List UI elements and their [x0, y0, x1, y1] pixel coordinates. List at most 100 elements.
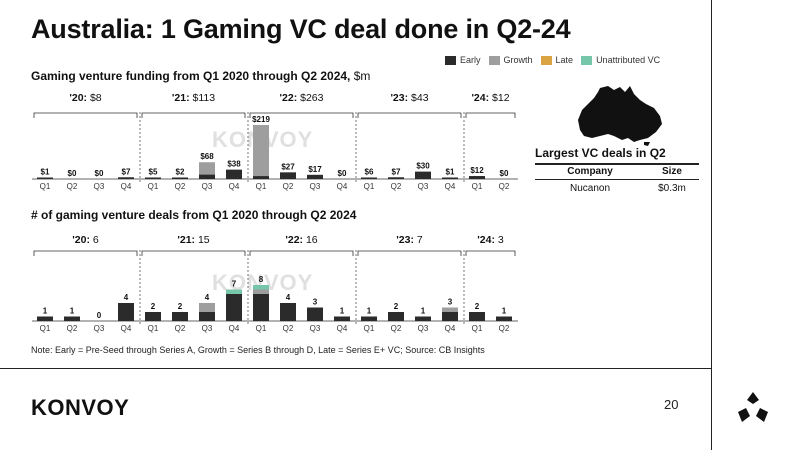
x-tick-label: Q4 [229, 324, 240, 333]
bar-segment-early [37, 177, 53, 179]
x-tick-label: Q2 [283, 182, 294, 191]
konvoy-mark-icon [738, 392, 768, 422]
year-total: $113 [193, 92, 216, 104]
year-total: 15 [198, 234, 210, 246]
x-tick-label: Q3 [94, 182, 105, 191]
bar-segment-early [37, 316, 53, 321]
bar-segment-early [361, 177, 377, 179]
year-label: '23: [396, 234, 417, 246]
footnote: Note: Early = Pre-Seed through Series A,… [31, 345, 485, 355]
year-label: '21: [177, 234, 198, 246]
x-tick-label: Q4 [337, 182, 348, 191]
year-label: '20: [72, 234, 93, 246]
year-bracket [33, 112, 138, 118]
data-label: 1 [43, 307, 48, 316]
legend-swatch-late [540, 55, 552, 65]
x-tick-label: Q4 [229, 182, 240, 191]
legend-label-early: Early [460, 55, 481, 65]
bar-segment-early [145, 177, 161, 179]
legend-swatch-growth [488, 55, 500, 65]
x-tick-label: Q1 [364, 324, 375, 333]
legend-swatch-early [445, 55, 456, 65]
bar-segment-growth [199, 303, 215, 312]
x-tick-label: Q1 [40, 182, 51, 191]
bar-segment-unattributed-vc [226, 289, 242, 294]
bar-segment-early [118, 177, 134, 179]
year-total: 3 [498, 234, 504, 246]
x-tick-label: Q1 [148, 182, 159, 191]
bar-segment-growth [253, 289, 269, 294]
data-label: $27 [281, 162, 295, 171]
bar-segment-early [118, 303, 134, 321]
data-label: $17 [308, 165, 322, 174]
year-total: $43 [411, 92, 429, 104]
x-tick-label: Q2 [67, 324, 78, 333]
legend-item-unattributed: Unattributed VC [581, 55, 660, 65]
data-label: $38 [227, 160, 241, 169]
funding-title-text: Gaming venture funding from Q1 2020 thro… [31, 69, 351, 83]
bar-segment-growth [199, 162, 215, 175]
x-tick-label: Q3 [418, 324, 429, 333]
funding-unit: $m [353, 69, 371, 83]
year-bracket [141, 250, 246, 256]
data-label: 1 [502, 307, 507, 316]
x-tick-label: Q4 [121, 324, 132, 333]
data-label: 1 [70, 307, 75, 316]
x-tick-label: Q2 [67, 182, 78, 191]
bar-segment-early [442, 312, 458, 321]
data-label: 2 [394, 302, 399, 311]
table-top-rule [535, 163, 699, 165]
year-total: $8 [90, 92, 102, 104]
x-tick-label: Q3 [202, 324, 213, 333]
bar-segment-early [469, 312, 485, 321]
x-tick-label: Q4 [337, 324, 348, 333]
chart-legend: Early Growth Late Unattributed VC [445, 55, 660, 65]
data-label: $219 [252, 115, 270, 124]
x-tick-label: Q2 [391, 324, 402, 333]
konvoy-logo: KONVOY [31, 395, 130, 420]
x-tick-label: Q1 [472, 182, 483, 191]
x-tick-label: Q1 [472, 324, 483, 333]
data-label: $0 [338, 169, 347, 178]
table-header-row: Company Size [535, 164, 699, 180]
x-tick-label: Q4 [121, 182, 132, 191]
year-total-label: '24: 3 [477, 234, 504, 246]
bar-segment-early [226, 294, 242, 321]
bar-segment-early [442, 177, 458, 179]
deal-company: Nucanon [569, 183, 611, 194]
legend-item-early: Early [445, 55, 481, 65]
table-row: Nucanon $0.3m [535, 180, 699, 198]
largest-deals-table: Company Size Nucanon $0.3m [535, 164, 699, 197]
vertical-divider [711, 0, 712, 450]
year-total-label: '21: 15 [177, 234, 209, 246]
year-total-label: '23: $43 [390, 92, 428, 104]
x-tick-label: Q1 [40, 324, 51, 333]
data-label: $1 [446, 168, 455, 177]
year-bracket [357, 112, 462, 118]
data-label: $7 [392, 167, 401, 176]
legend-swatch-unattributed [581, 55, 593, 65]
x-tick-label: Q1 [256, 324, 267, 333]
year-label: '24: [471, 92, 492, 104]
year-bracket [465, 112, 516, 118]
bar-segment-early [469, 176, 485, 179]
x-tick-label: Q2 [391, 182, 402, 191]
bar-segment-early [496, 316, 512, 321]
legend-label-growth: Growth [503, 55, 533, 65]
footer-divider [0, 368, 711, 369]
data-label: 4 [124, 293, 129, 302]
year-total: 16 [306, 234, 318, 246]
x-tick-label: Q3 [310, 324, 321, 333]
bar-segment-early [415, 316, 431, 321]
legend-label-unattributed: Unattributed VC [596, 55, 661, 65]
bar-segment-early [280, 172, 296, 179]
data-label: 2 [475, 302, 480, 311]
data-label: 1 [340, 307, 345, 316]
x-tick-label: Q1 [364, 182, 375, 191]
data-label: 1 [421, 307, 426, 316]
year-total-label: '24: $12 [471, 92, 509, 104]
bar-segment-early [361, 316, 377, 321]
bar-segment-early [64, 316, 80, 321]
x-tick-label: Q2 [175, 182, 186, 191]
data-label: $0 [95, 169, 104, 178]
